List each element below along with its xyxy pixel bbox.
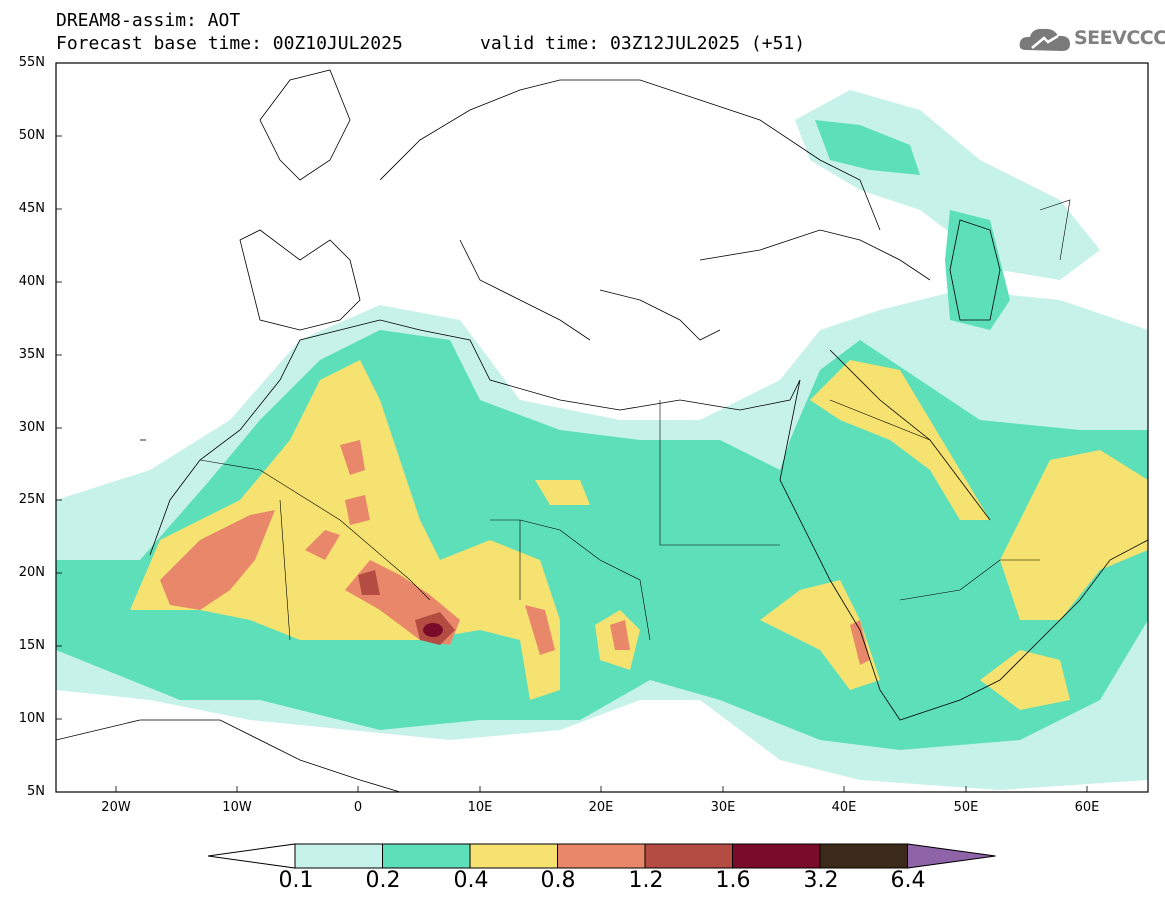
lat-label: 35N bbox=[18, 347, 45, 362]
colorbar-box bbox=[644, 843, 733, 869]
coastlines bbox=[56, 69, 1148, 792]
valid-time: valid time: 03Z12JUL2025 (+51) bbox=[480, 33, 806, 54]
lon-label: 20E bbox=[588, 800, 614, 815]
colorbar-box bbox=[732, 843, 821, 869]
colorbar-low-arrow bbox=[207, 843, 296, 869]
colorbar-label: 0.8 bbox=[540, 868, 576, 893]
lat-label: 55N bbox=[18, 55, 45, 70]
lon-label: 10E bbox=[467, 800, 493, 815]
lat-label: 40N bbox=[18, 274, 45, 289]
lat-label: 15N bbox=[18, 638, 45, 653]
lat-label: 30N bbox=[18, 420, 45, 435]
map-title: DREAM8-assim: AOT bbox=[56, 10, 241, 31]
colorbar-label: 0.2 bbox=[365, 868, 401, 893]
lon-label: 40E bbox=[831, 800, 857, 815]
lat-label: 20N bbox=[18, 565, 45, 580]
lat-label: 45N bbox=[18, 201, 45, 216]
colorbar-label: 6.4 bbox=[890, 868, 926, 893]
lon-label: 20W bbox=[101, 800, 131, 815]
colorbar-label: 1.6 bbox=[715, 868, 751, 893]
logo-text: SEEVCCC bbox=[1074, 27, 1165, 49]
colorbar-boxes bbox=[294, 843, 996, 869]
lon-label: 60E bbox=[1074, 800, 1100, 815]
map-frame bbox=[55, 62, 1149, 793]
forecast-base-time: Forecast base time: 00Z10JUL2025 bbox=[56, 33, 403, 54]
colorbar-box bbox=[294, 843, 383, 869]
colorbar-label: 3.2 bbox=[803, 868, 839, 893]
colorbar-label: 1.2 bbox=[628, 868, 664, 893]
colorbar-box bbox=[557, 843, 646, 869]
lat-label: 10N bbox=[18, 711, 45, 726]
lat-label: 50N bbox=[18, 128, 45, 143]
lon-label: 30E bbox=[710, 800, 736, 815]
colorbar-box bbox=[382, 843, 471, 869]
colorbar-label: 0.4 bbox=[453, 868, 489, 893]
lon-label: 50E bbox=[953, 800, 979, 815]
colorbar-label: 0.1 bbox=[278, 868, 314, 893]
lon-label: 0 bbox=[353, 800, 363, 815]
colorbar-box bbox=[469, 843, 558, 869]
colorbar-box bbox=[819, 843, 908, 869]
colorbar-high-arrow bbox=[907, 843, 996, 869]
country-borders bbox=[199, 199, 1071, 641]
lat-label: 5N bbox=[27, 784, 45, 799]
aot-shading bbox=[56, 90, 1148, 790]
seevccc-cloud-logo-icon bbox=[1019, 28, 1070, 51]
lon-label: 10W bbox=[222, 800, 252, 815]
lat-label: 25N bbox=[18, 492, 45, 507]
